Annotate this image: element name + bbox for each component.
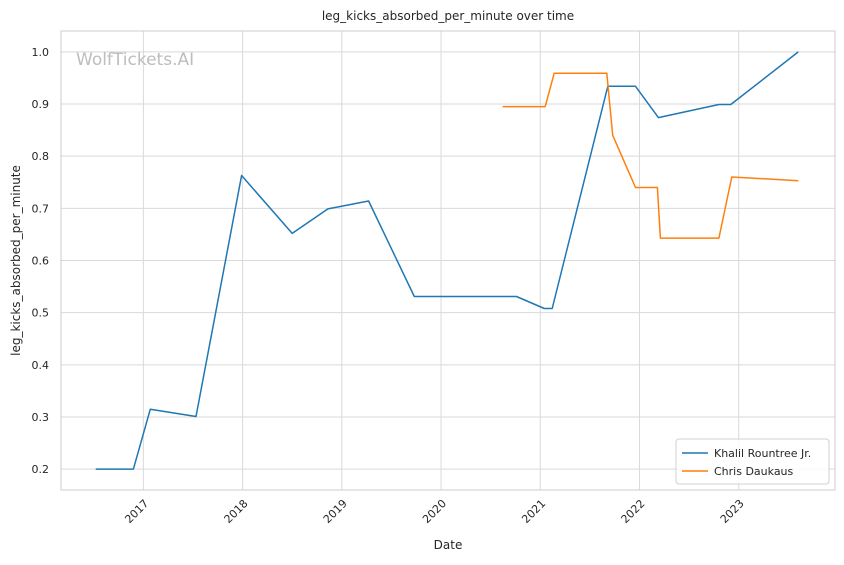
series-line-0 bbox=[95, 51, 799, 470]
y-axis-label: leg_kicks_absorbed_per_minute bbox=[9, 165, 23, 356]
y-tick-label: 0.6 bbox=[32, 255, 50, 268]
legend: Khalil Rountree Jr. Chris Daukaus bbox=[675, 438, 830, 485]
axis-ticks: 0.2 0.3 0.4 0.5 0.6 0.7 0.8 0.9 1.0 2017 2018 2019 2… bbox=[32, 46, 747, 526]
x-tick-label: 2021 bbox=[519, 497, 548, 526]
y-tick-label: 0.8 bbox=[32, 150, 50, 163]
y-tick-label: 0.9 bbox=[32, 98, 50, 111]
grid bbox=[61, 31, 835, 490]
x-axis-label: Date bbox=[434, 538, 463, 552]
x-tick-label: 2023 bbox=[718, 497, 747, 526]
watermark: WolfTickets.AI bbox=[76, 50, 194, 70]
x-tick-label: 2022 bbox=[619, 497, 648, 526]
legend-label: Khalil Rountree Jr. bbox=[714, 447, 811, 460]
chart-title: leg_kicks_absorbed_per_minute over time bbox=[322, 9, 574, 23]
y-tick-label: 1.0 bbox=[32, 46, 50, 59]
x-tick-label: 2018 bbox=[222, 497, 251, 526]
y-tick-label: 0.3 bbox=[32, 411, 50, 424]
y-tick-label: 0.5 bbox=[32, 307, 50, 320]
series-lines bbox=[95, 51, 799, 470]
x-tick-label: 2017 bbox=[122, 497, 151, 526]
y-tick-label: 0.2 bbox=[32, 463, 50, 476]
series-line-1 bbox=[502, 72, 799, 239]
y-tick-label: 0.4 bbox=[32, 359, 50, 372]
legend-box bbox=[675, 438, 830, 485]
y-tick-label: 0.7 bbox=[32, 202, 50, 215]
legend-label: Chris Daukaus bbox=[714, 465, 794, 478]
x-tick-label: 2019 bbox=[321, 497, 350, 526]
plot-area bbox=[60, 30, 836, 491]
x-tick-label: 2020 bbox=[420, 497, 449, 526]
